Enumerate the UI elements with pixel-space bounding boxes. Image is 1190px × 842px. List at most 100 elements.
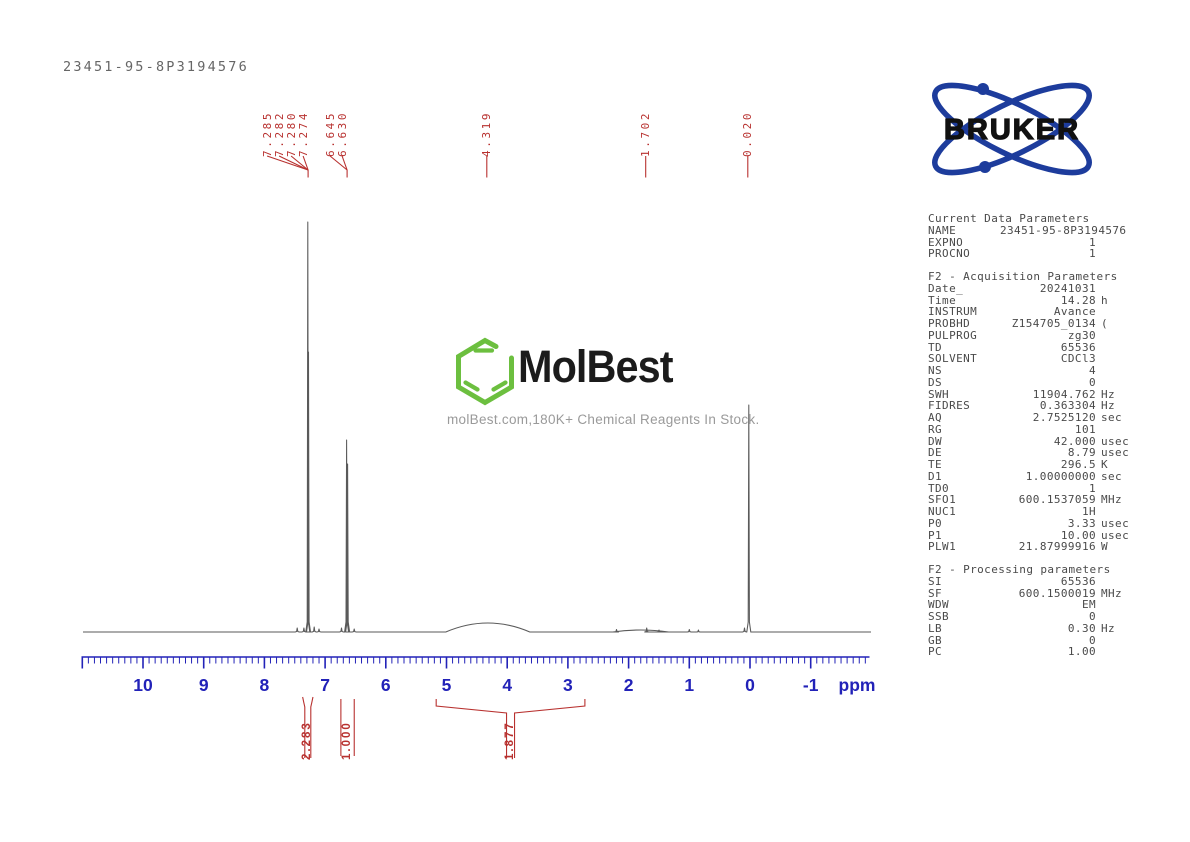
param-row: PC 1.00 bbox=[928, 646, 1136, 658]
param-unit: ( bbox=[1101, 317, 1109, 330]
benzene-hexagon-icon bbox=[456, 337, 514, 406]
bruker-electron-dot-icon bbox=[977, 83, 989, 95]
param-value: 4 bbox=[1088, 364, 1096, 377]
param-value: 0.30 bbox=[1067, 621, 1096, 635]
param-value: 296.5 bbox=[1060, 458, 1096, 471]
param-unit bbox=[1096, 646, 1136, 658]
param-row: Date_ 20241031 bbox=[928, 281, 1136, 295]
peak-shift-label: 7.274 bbox=[296, 110, 310, 157]
param-unit bbox=[1096, 248, 1136, 260]
param-label: P0 bbox=[928, 516, 943, 530]
param-label: DE bbox=[928, 446, 943, 460]
param-value: zg30 bbox=[1067, 328, 1096, 342]
param-unit bbox=[1096, 283, 1136, 295]
param-unit bbox=[1096, 377, 1136, 389]
param-unit: MHz bbox=[1101, 493, 1123, 507]
param-row: PROBHD Z154705_0134 ( bbox=[928, 318, 1136, 330]
param-label: PLW1 bbox=[928, 540, 957, 554]
param-label: PROCNO bbox=[928, 247, 971, 261]
param-label: AQ bbox=[928, 411, 943, 424]
param-value: 42.000 bbox=[1053, 434, 1096, 448]
param-unit bbox=[1096, 330, 1136, 342]
param-value: 8.79 bbox=[1067, 446, 1096, 460]
param-value: 1 bbox=[1088, 235, 1096, 249]
param-row: FIDRES 0.363304 Hz bbox=[928, 400, 1136, 412]
axis-tick-label: 6 bbox=[381, 675, 391, 695]
param-row: SF 600.1500019 MHz bbox=[928, 586, 1136, 600]
param-label: NS bbox=[928, 364, 943, 377]
param-row: PLW1 21.87999916 W bbox=[928, 541, 1136, 553]
param-value: 2.7525120 bbox=[1032, 411, 1096, 424]
peak-pointer-line bbox=[302, 155, 309, 171]
param-value: 0 bbox=[1088, 375, 1096, 389]
param-label: PC bbox=[928, 645, 943, 659]
param-value: 11904.762 bbox=[1032, 387, 1096, 401]
axis-tick-label: 5 bbox=[442, 675, 452, 695]
param-value: 65536 bbox=[1060, 340, 1096, 354]
param-label: Time bbox=[928, 293, 957, 307]
axis-tick-label: 3 bbox=[563, 675, 573, 695]
peak-shift-label: 6.630 bbox=[335, 110, 349, 157]
integral-bracket bbox=[310, 696, 314, 758]
peak-pointer-line bbox=[266, 155, 309, 171]
param-label: SFO1 bbox=[928, 493, 957, 507]
param-row: TE 296.5 K bbox=[928, 459, 1136, 471]
integral-bracket bbox=[513, 699, 586, 758]
param-label: SSB bbox=[928, 610, 950, 623]
param-label: TD bbox=[928, 340, 943, 354]
peak-shift-label: 4.319 bbox=[480, 110, 494, 157]
param-value: 3.33 bbox=[1067, 516, 1096, 530]
axis-tick-label: 7 bbox=[320, 675, 330, 695]
peak-pointer-line bbox=[341, 155, 348, 171]
param-label: WDW bbox=[928, 598, 950, 612]
param-value: 1.00 bbox=[1067, 645, 1096, 659]
axis-tick-label: 2 bbox=[624, 675, 634, 695]
molbest-tagline: molBest.com,180K+ Chemical Reagents In S… bbox=[447, 412, 760, 427]
param-row: SFO1 600.1537059 MHz bbox=[928, 494, 1136, 506]
param-value: 23451-95-8P3194576 bbox=[1000, 223, 1127, 237]
param-value: 21.87999916 bbox=[1018, 540, 1096, 554]
param-row: AQ 2.7525120 sec bbox=[928, 412, 1136, 424]
param-value: 0 bbox=[1088, 633, 1096, 647]
param-value: 1H bbox=[1081, 505, 1096, 518]
axis-tick-label: 4 bbox=[502, 675, 512, 695]
param-unit bbox=[1096, 237, 1136, 249]
bruker-orbit-icon bbox=[932, 82, 1092, 176]
param-row: PROCNO 1 bbox=[928, 248, 1136, 260]
param-unit bbox=[1096, 342, 1136, 354]
param-row: DS 0 bbox=[928, 375, 1136, 389]
bruker-wordmark: BRUKER bbox=[944, 114, 1080, 146]
bruker-orbit-icon bbox=[932, 82, 1092, 176]
param-label: GB bbox=[928, 633, 943, 647]
param-label: PULPROG bbox=[928, 328, 978, 342]
param-row: SI 65536 bbox=[928, 575, 1136, 588]
param-label: INSTRUM bbox=[928, 305, 978, 319]
param-value: 600.1537059 bbox=[1018, 493, 1096, 507]
param-label: FIDRES bbox=[928, 399, 971, 413]
param-value: 20241031 bbox=[1039, 281, 1096, 295]
param-label: SWH bbox=[928, 387, 950, 401]
peak-shift-label: 7.285 bbox=[260, 110, 274, 157]
param-value: 0 bbox=[1088, 610, 1096, 623]
param-label: Date_ bbox=[928, 281, 964, 295]
param-row: Time 14.28 h bbox=[928, 293, 1136, 307]
param-row: LB 0.30 Hz bbox=[928, 621, 1136, 635]
param-row: P0 3.33 usec bbox=[928, 516, 1136, 530]
axis-tick-label: 1 bbox=[684, 675, 694, 695]
param-unit bbox=[1096, 506, 1136, 518]
param-unit bbox=[1126, 225, 1166, 237]
param-unit bbox=[1096, 353, 1136, 365]
integral-bracket bbox=[435, 699, 508, 758]
param-section-header: F2 - Acquisition Parameters bbox=[928, 270, 1118, 283]
param-value: 101 bbox=[1074, 422, 1096, 436]
param-unit bbox=[1096, 576, 1136, 588]
integral-value-label: 1.000 bbox=[341, 720, 354, 760]
param-unit bbox=[1096, 365, 1136, 377]
param-row: P1 10.00 usec bbox=[928, 529, 1136, 542]
param-row: PULPROG zg30 bbox=[928, 328, 1136, 342]
param-unit bbox=[1096, 611, 1136, 623]
integral-value-label: 2.283 bbox=[301, 720, 314, 760]
param-section-header: Current Data Parameters bbox=[928, 212, 1090, 225]
param-value: 600.1500019 bbox=[1018, 586, 1096, 600]
